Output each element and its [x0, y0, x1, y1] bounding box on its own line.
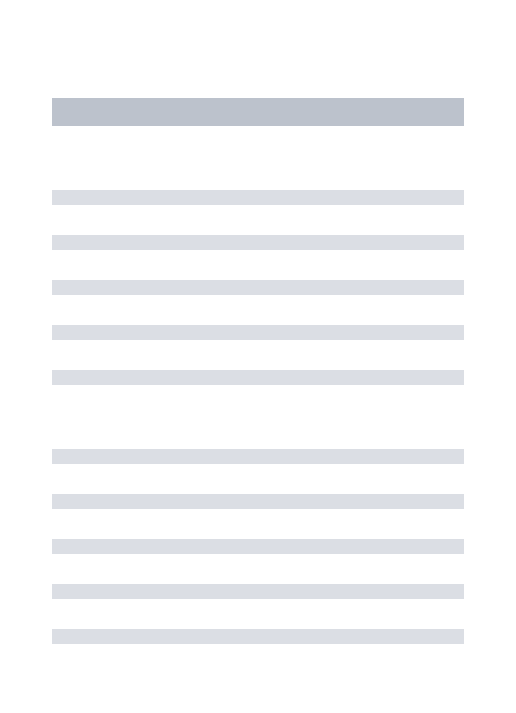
- skeleton-line: [52, 584, 464, 599]
- skeleton-line: [52, 190, 464, 205]
- skeleton-header-bar: [52, 98, 464, 126]
- skeleton-group-1: [52, 190, 464, 385]
- skeleton-line: [52, 280, 464, 295]
- skeleton-line: [52, 494, 464, 509]
- skeleton-line: [52, 539, 464, 554]
- skeleton-line: [52, 370, 464, 385]
- skeleton-line: [52, 235, 464, 250]
- skeleton-group-2: [52, 449, 464, 644]
- skeleton-line: [52, 629, 464, 644]
- skeleton-line: [52, 449, 464, 464]
- skeleton-line: [52, 325, 464, 340]
